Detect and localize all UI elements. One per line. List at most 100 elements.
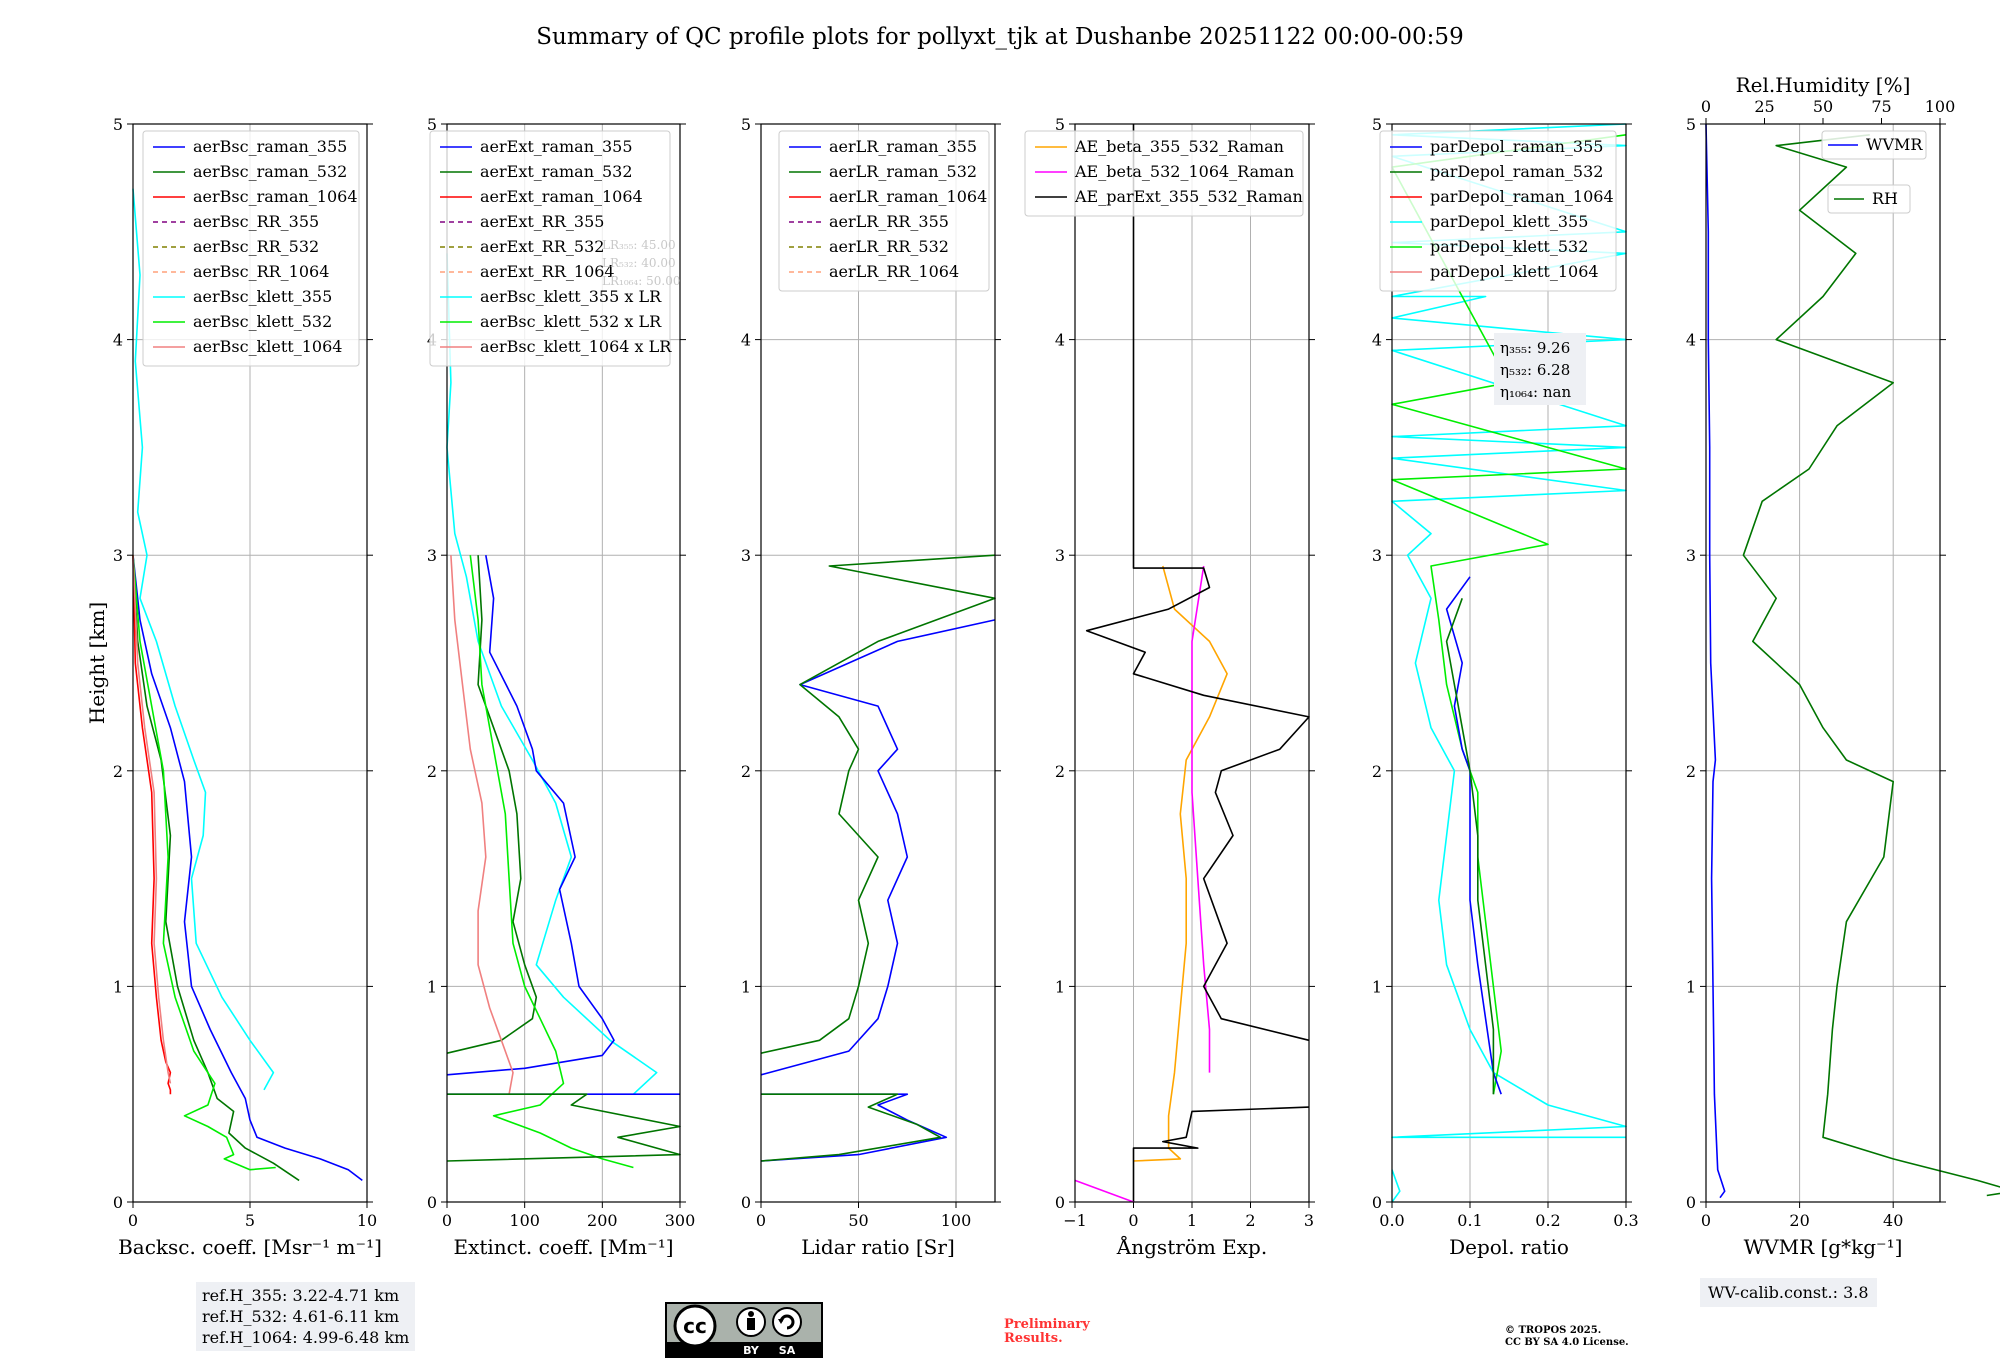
x-tick-label: 0 [1701,1211,1711,1230]
y-tick-label: 0 [427,1193,437,1212]
legend-label: aerBsc_RR_1064 [193,262,329,281]
series-line-aerBsc_klett_1064 [132,555,172,1084]
x-tick-label: 20 [1789,1211,1809,1230]
legend-label: aerExt_RR_355 [480,212,604,231]
legend-label: aerBsc_klett_355 x LR [480,287,662,306]
panel-lidar_ratio: 0 50 100 0 1 2 3 4 5 Lidar ratio [Sr] aerLR_raman_… [741,115,1001,1259]
series-line-aerExt_raman_532_low [446,1093,681,1162]
top-x-tick-label: 100 [1925,97,1956,116]
legend-label: AE_beta_355_532_Raman [1074,137,1284,156]
series-line-aerBsc_raman_532 [132,555,300,1182]
y-tick-label: 4 [1372,331,1382,350]
series-line-aerBsc_klett_355 x LR [446,253,658,1095]
series-line-parDepol_raman_532 [1445,598,1495,1095]
x-tick-label: 0.2 [1535,1211,1560,1230]
legend-frame [1827,184,1911,214]
y-tick-label: 0 [741,1193,751,1212]
legend-label: parDepol_klett_532 [1430,237,1588,256]
y-tick-label: 1 [1055,977,1065,996]
series-line-parDepol_klett_355_low [1391,1169,1401,1203]
x-tick-label: 0.0 [1379,1211,1404,1230]
legend-label: aerLR_raman_355 [829,137,977,156]
legend-label: AE_beta_532_1064_Raman [1074,162,1294,181]
sa-label: SA [779,1344,796,1357]
x-tick-label: 40 [1883,1211,1903,1230]
y-tick-label: 2 [1055,762,1065,781]
series-line-aerBsc_klett_532 x LR [469,555,634,1169]
series-line-AE_beta_low [1074,1179,1134,1203]
legend-frame [778,130,990,292]
lidar-ratio-annotation: LR₅₃₂: 40.00 [602,256,676,270]
series-line-AE_beta_532_1064_Raman [1191,565,1211,1073]
y-tick-label: 4 [1055,331,1065,350]
series-line-aerLR_raman_355_low [760,1093,948,1162]
legend-label: parDepol_raman_532 [1430,162,1603,181]
series-line-aerExt_raman_355 [446,555,615,1076]
x-tick-label: 2 [1245,1211,1255,1230]
legend-label: aerBsc_klett_532 [193,312,332,331]
ref-height-532: ref.H_532: 4.61-6.11 km [202,1307,400,1326]
legend-label: aerLR_RR_355 [829,212,949,231]
legend-angstrom: AE_beta_355_532_Raman AE_beta_532_1064_Ra… [1024,130,1304,217]
y-axis-label: Height [km] [85,602,109,724]
axes-frame [760,123,996,1203]
axes-frame [446,123,681,1203]
legend-label: aerExt_raman_1064 [480,187,643,206]
legend-label: aerBsc_klett_532 x LR [480,312,662,331]
legend-frame [1379,130,1617,292]
copyright-line-2: CC BY SA 4.0 License. [1505,1337,1629,1348]
series-line-AE_parExt_355_532_Raman [1085,124,1310,1042]
copyright-line-1: © TROPOS 2025. [1505,1325,1602,1336]
y-tick-label: 2 [113,762,123,781]
y-tick-label: 0 [113,1193,123,1212]
copyright-note: © TROPOS 2025. CC BY SA 4.0 License. [1505,1325,1629,1349]
legend-label: aerExt_RR_1064 [480,262,615,281]
eta-annotation: η₅₃₂: 6.28 [1500,361,1570,379]
legend-frame [1024,130,1304,217]
y-tick-label: 3 [113,546,123,565]
series-line-aerBsc_klett_1064 x LR [450,555,514,1095]
legend-label: aerLR_RR_532 [829,237,949,256]
x-tick-label: 5 [245,1211,255,1230]
y-tick-label: 0 [1372,1193,1382,1212]
legend-backscatter: aerBsc_raman_355 aerBsc_raman_532 aerBsc_r… [142,130,360,367]
series-line-aerExt_raman_532 [446,555,538,1054]
legend-label: aerBsc_klett_1064 [193,337,342,356]
legend-extinction: aerExt_raman_355 aerExt_raman_532 aerExt_r… [429,130,672,367]
legend-label: parDepol_raman_1064 [1430,187,1614,206]
lidar-ratio-annotation: LR₃₅₅: 45.00 [602,238,676,252]
y-tick-label: 0 [1055,1193,1065,1212]
x-axis-label: Depol. ratio [1449,1235,1569,1259]
legend-lidar_ratio: aerLR_raman_355 aerLR_raman_532 aerLR_rama… [778,130,990,292]
x-axis-label: WVMR [g*kg⁻¹] [1744,1235,1903,1259]
top-x-tick-label: 25 [1754,97,1774,116]
x-tick-label: 200 [587,1211,618,1230]
legend-label: aerLR_RR_1064 [829,262,959,281]
legend-label: parDepol_raman_355 [1430,137,1603,156]
figure-title: Summary of QC profile plots for pollyxt_… [536,24,1463,50]
x-tick-label: 100 [509,1211,540,1230]
x-tick-label: 0.1 [1457,1211,1482,1230]
y-tick-label: 0 [1686,1193,1696,1212]
series-line-aerLR_raman_532_low [760,1093,942,1162]
x-tick-label: 100 [941,1211,972,1230]
axes-frame [1705,123,1941,1203]
series-line-AE_parExt_low [1132,1106,1310,1202]
panel-depolarization: 0.0 0.1 0.2 0.3 0 1 2 3 4 5 Depol. ratio parDepol_r… [1372,115,1639,1259]
legend-label: RH [1872,189,1898,208]
x-tick-label: 50 [848,1211,868,1230]
legend-label: aerBsc_raman_355 [193,137,347,156]
series-line-aerBsc_klett_355 [132,188,275,1091]
legend-label: aerExt_raman_532 [480,162,633,181]
top-x-tick-label: 50 [1813,97,1833,116]
y-tick-label: 1 [741,977,751,996]
y-tick-label: 3 [427,546,437,565]
y-tick-label: 2 [1686,762,1696,781]
y-tick-label: 4 [1686,331,1696,350]
eta-annotation: η₃₅₅: 9.26 [1500,339,1570,357]
y-tick-label: 5 [741,115,751,134]
legend-label: aerBsc_raman_532 [193,162,347,181]
legend-label: aerBsc_klett_355 [193,287,332,306]
